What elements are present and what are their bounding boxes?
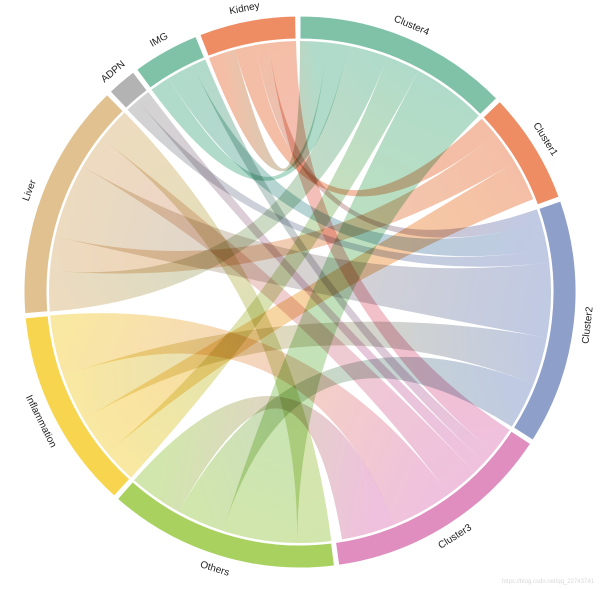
arc-cluster2: [512, 200, 577, 441]
arc-liver: [23, 93, 124, 315]
arc-cluster1: [482, 100, 560, 206]
arc-cluster4: [299, 15, 498, 116]
arc-cluster3: [334, 430, 532, 566]
arc-adpn: [109, 71, 148, 110]
ribbon-liver-cluster1: [49, 134, 515, 274]
watermark: https://blog.csdn.net/qq_22743741: [501, 579, 594, 585]
label-liver: Liver: [21, 178, 39, 203]
label-img: IMG: [148, 31, 170, 50]
ribbon-kidney-cluster2: [255, 42, 542, 238]
ribbon-img-cluster4: [151, 42, 348, 181]
group-arcs: [23, 15, 577, 569]
ribbon-liver-cluster3: [82, 138, 475, 495]
ribbon-liver-cluster2: [55, 166, 552, 338]
ribbon-adpn-cluster3: [137, 92, 485, 473]
ribbon-others-cluster3: [133, 396, 395, 540]
ribbons: [48, 41, 552, 543]
ribbon-inflammation-cluster4: [107, 56, 419, 478]
label-others: Others: [199, 559, 231, 578]
arc-others: [116, 481, 335, 569]
ribbon-others-cluster2: [178, 356, 534, 531]
label-kidney: Kidney: [228, 1, 260, 18]
arc-img: [136, 35, 206, 89]
arc-inflammation: [24, 315, 131, 497]
arc-kidney: [199, 15, 297, 57]
ribbon-liver-others: [101, 112, 332, 543]
ribbon-kidney-cluster3: [268, 41, 510, 453]
label-cluster2: Cluster2: [580, 306, 595, 345]
ribbon-others-cluster4: [222, 70, 479, 543]
ribbon-inflammation-cluster3: [50, 313, 449, 525]
